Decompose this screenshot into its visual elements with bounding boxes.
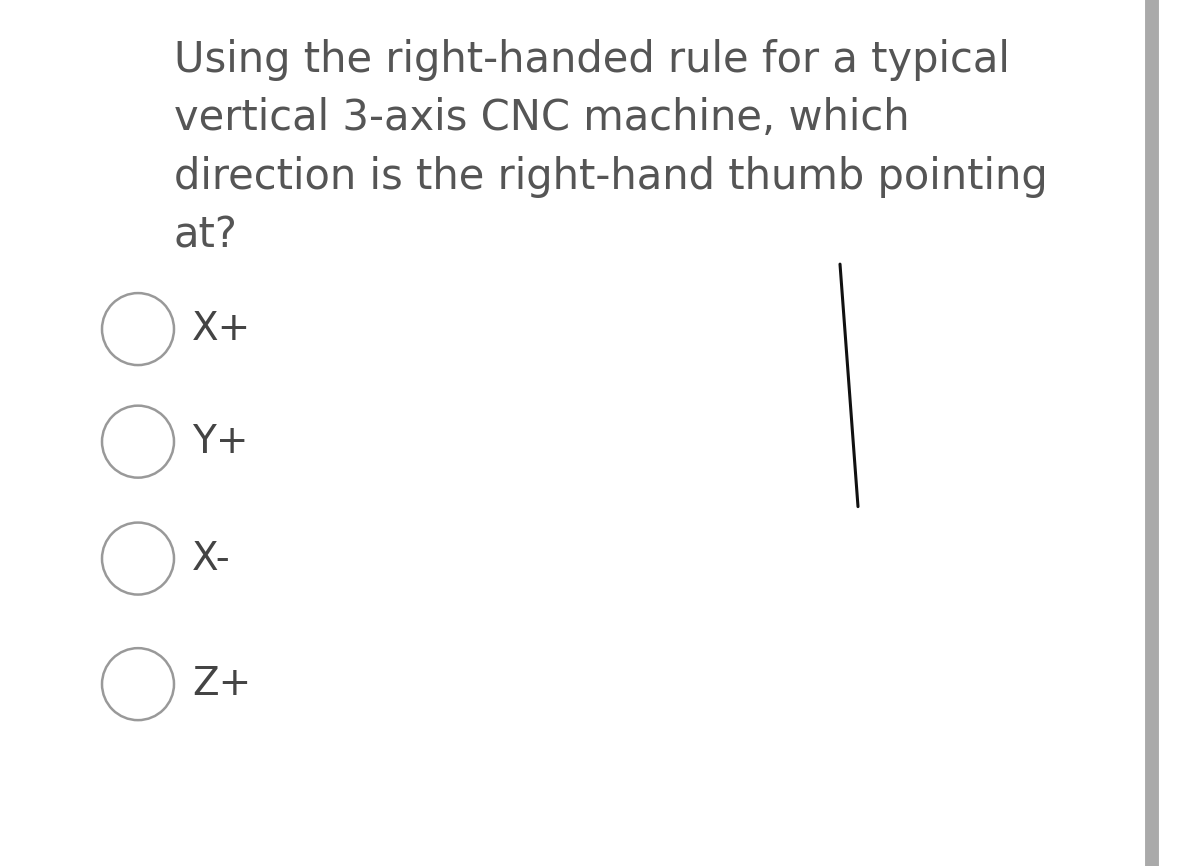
Text: Using the right-handed rule for a typical
vertical 3-axis CNC machine, which
dir: Using the right-handed rule for a typica… xyxy=(174,39,1048,256)
Text: Y+: Y+ xyxy=(192,423,248,461)
Text: Z+: Z+ xyxy=(192,665,251,703)
Text: X-: X- xyxy=(192,540,230,578)
Text: X+: X+ xyxy=(192,310,251,348)
